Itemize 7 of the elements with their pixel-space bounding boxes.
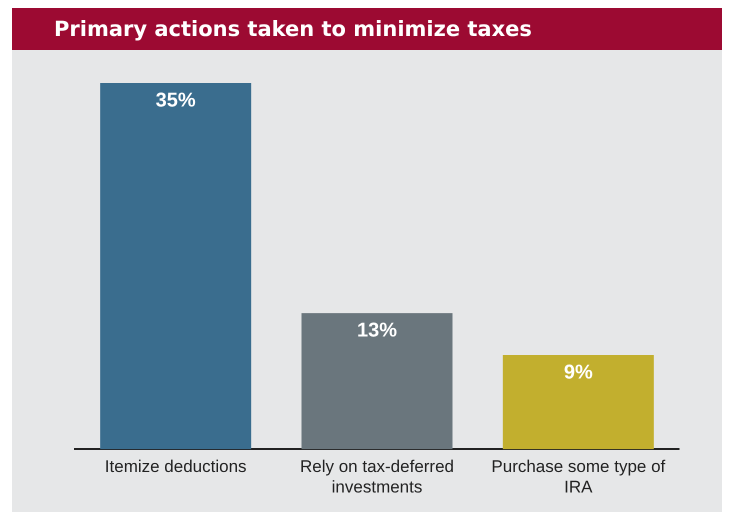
x-tick-label: Purchase some type of IRA (491, 457, 666, 496)
x-tick-label: Rely on tax-deferred investments (300, 457, 454, 496)
data-label: 35% (156, 90, 196, 112)
data-label: 9% (564, 362, 594, 384)
data-label: 13% (356, 320, 398, 342)
x-tick-label: Itemize deductions (104, 457, 247, 476)
chart-title: Primary actions taken to minimize taxes (12, 8, 722, 50)
